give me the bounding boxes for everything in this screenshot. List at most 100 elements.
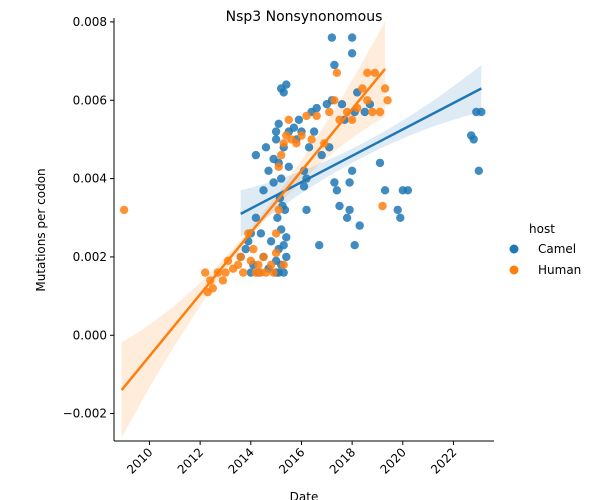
data-point-camel bbox=[355, 221, 364, 230]
data-point-camel bbox=[309, 127, 319, 136]
data-point-camel bbox=[251, 150, 261, 160]
legend-title: host bbox=[529, 222, 555, 236]
data-point-human bbox=[274, 162, 283, 171]
data-point-camel bbox=[279, 241, 288, 250]
data-point-human bbox=[261, 268, 271, 277]
data-point-camel bbox=[271, 127, 281, 136]
data-point-camel bbox=[477, 107, 486, 117]
data-point-human bbox=[347, 115, 357, 125]
data-point-human bbox=[325, 107, 334, 117]
data-point-human bbox=[249, 244, 258, 254]
data-point-human bbox=[330, 96, 339, 105]
data-point-human bbox=[297, 131, 306, 140]
data-point-camel bbox=[342, 213, 352, 222]
data-point-human bbox=[246, 256, 255, 265]
data-point-human bbox=[201, 268, 210, 277]
data-point-camel bbox=[347, 33, 357, 42]
data-point-human bbox=[375, 107, 385, 117]
data-point-camel bbox=[360, 107, 369, 117]
data-point-camel bbox=[251, 213, 261, 222]
data-point-human bbox=[332, 68, 342, 78]
data-point-camel bbox=[312, 103, 321, 113]
data-point-camel bbox=[335, 201, 344, 211]
data-point-camel bbox=[282, 233, 291, 242]
data-point-camel bbox=[345, 205, 354, 215]
data-point-camel bbox=[279, 88, 288, 97]
y-tick-label: −0.002 bbox=[63, 407, 107, 421]
data-point-camel bbox=[350, 241, 359, 250]
data-point-camel bbox=[403, 186, 413, 195]
data-point-camel bbox=[282, 252, 291, 262]
data-point-camel bbox=[277, 174, 286, 183]
regression-line-camel bbox=[240, 87, 482, 215]
data-point-camel bbox=[347, 166, 357, 175]
data-point-camel bbox=[380, 186, 390, 195]
x-tick-label: 2020 bbox=[377, 445, 408, 476]
data-point-camel bbox=[269, 178, 278, 187]
data-point-human bbox=[271, 229, 281, 238]
data-point-camel bbox=[273, 213, 282, 222]
data-point-camel bbox=[332, 186, 342, 195]
regression-lines bbox=[120, 68, 482, 391]
confidence-bands bbox=[121, 21, 482, 438]
data-point-camel bbox=[274, 119, 283, 128]
data-point-human bbox=[279, 139, 288, 148]
data-point-human bbox=[284, 115, 293, 125]
data-point-human bbox=[266, 260, 276, 269]
data-point-camel bbox=[393, 205, 402, 215]
data-point-camel bbox=[345, 178, 354, 187]
legend-label-human: Human bbox=[538, 263, 581, 277]
data-point-human bbox=[218, 276, 228, 285]
data-point-camel bbox=[261, 143, 271, 152]
legend: host Camel Human bbox=[509, 222, 581, 277]
data-point-camel bbox=[317, 150, 326, 160]
data-point-human bbox=[221, 268, 230, 277]
y-tick-label: 0.000 bbox=[73, 328, 107, 342]
data-point-camel bbox=[256, 229, 266, 238]
data-point-human bbox=[239, 268, 248, 277]
y-tick-label: 0.004 bbox=[73, 172, 107, 186]
data-point-camel bbox=[330, 60, 339, 70]
data-point-camel bbox=[282, 80, 291, 89]
data-point-human bbox=[236, 252, 245, 262]
data-point-camel bbox=[469, 135, 478, 144]
data-point-human bbox=[271, 248, 281, 258]
data-point-camel bbox=[396, 213, 405, 222]
data-point-camel bbox=[337, 100, 347, 109]
data-point-human bbox=[119, 205, 129, 215]
data-point-camel bbox=[375, 158, 385, 168]
data-point-camel bbox=[299, 182, 309, 191]
data-point-camel bbox=[304, 143, 314, 152]
data-point-human bbox=[279, 260, 288, 269]
x-tick-label: 2016 bbox=[276, 445, 307, 476]
data-point-camel bbox=[289, 123, 299, 132]
data-point-camel bbox=[279, 268, 288, 277]
legend-marker-human bbox=[509, 265, 519, 275]
x-tick-label: 2010 bbox=[124, 445, 155, 476]
legend-marker-camel bbox=[509, 244, 519, 254]
y-tick-label: 0.002 bbox=[73, 250, 107, 264]
data-point-camel bbox=[302, 205, 311, 215]
data-point-human bbox=[383, 96, 392, 105]
scatter-points bbox=[119, 33, 486, 297]
data-point-camel bbox=[330, 178, 339, 187]
data-point-human bbox=[380, 84, 390, 93]
y-tick-label: 0.008 bbox=[73, 15, 107, 29]
y-axis-label: Mutations per codon bbox=[34, 168, 48, 291]
y-tick-label: 0.006 bbox=[73, 93, 107, 107]
data-point-camel bbox=[280, 205, 290, 215]
legend-label-camel: Camel bbox=[538, 242, 576, 256]
data-point-camel bbox=[315, 241, 324, 250]
data-point-human bbox=[259, 252, 268, 262]
data-point-human bbox=[208, 284, 217, 293]
data-point-camel bbox=[347, 49, 357, 58]
data-point-camel bbox=[259, 186, 268, 195]
x-tick-label: 2022 bbox=[428, 445, 459, 476]
data-point-human bbox=[378, 201, 387, 211]
data-point-human bbox=[368, 107, 377, 117]
data-point-camel bbox=[294, 115, 304, 125]
data-point-camel bbox=[474, 166, 483, 175]
data-point-human bbox=[312, 111, 321, 121]
data-point-human bbox=[307, 135, 316, 144]
